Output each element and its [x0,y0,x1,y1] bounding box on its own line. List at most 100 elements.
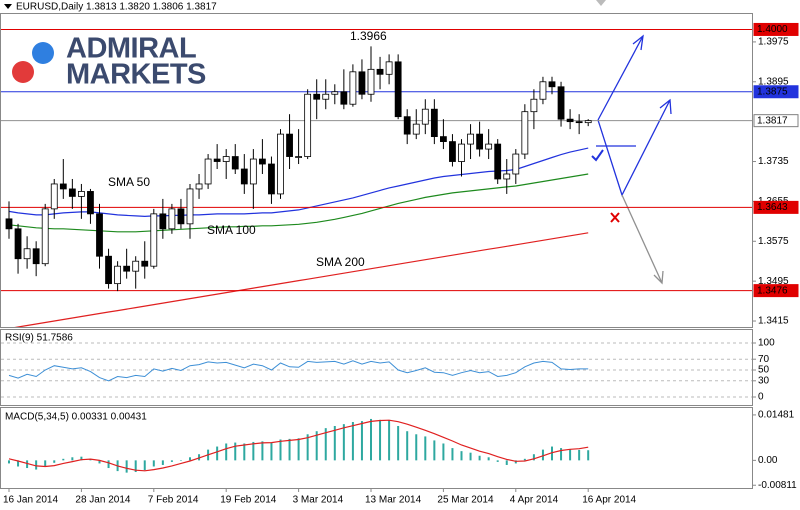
main-panel-frame [0,13,753,328]
macd-bar [406,431,409,461]
candle-body [584,120,592,124]
scenario-arrows [591,34,672,285]
candle-body [485,143,493,150]
sma-label: SMA 100 [207,223,256,237]
macd-bar [532,454,535,461]
candle-body [277,133,284,195]
macd-bar [234,442,237,461]
sma-line [14,232,589,327]
macd-bar [189,457,191,461]
indicator-title: MACD(5,34,5) 0.00331 0.00431 [5,412,147,423]
candle-body [204,158,212,185]
x-tick-label: 28 Jan 2014 [75,495,130,506]
rsi-line [8,360,589,382]
macd-bar [152,460,155,467]
candle-body [23,248,31,260]
macd-bar [415,434,418,461]
candle-body [141,260,149,267]
macd-bar [541,449,544,461]
macd-bar [134,460,137,473]
logo-line2: MARKETS [66,59,206,91]
candle-body [503,173,511,180]
level-label-box [753,284,799,298]
macd-bar [442,443,445,461]
candle-body [385,61,393,75]
y-tick-label: -0.00811 [758,480,797,491]
macd-bar [17,460,20,467]
candle-body [467,133,474,145]
level-label: 1.3476 [757,285,788,296]
macd-bar [370,418,372,461]
macd-bar [225,443,228,461]
candle-body [331,91,339,95]
macd-bar [252,441,255,461]
y-tick-label: 1.3415 [758,316,789,327]
candle-body [59,183,67,190]
x-tick-label: 16 Apr 2014 [582,495,636,506]
macd-bar [496,460,499,462]
candle-body [132,260,140,272]
rsi-panel-frame [0,329,753,406]
cross-mark [610,212,620,223]
logo-dot-red [12,61,34,83]
macd-bar [297,438,300,461]
macd-bar [98,460,101,464]
y-tick-label: 1.3575 [758,236,789,247]
macd-bar [342,424,345,461]
macd-bar [551,446,553,461]
macd-bar [351,422,354,461]
macd-bar [170,460,173,462]
y-tick-label: 0.01481 [758,410,795,421]
macd-bar [360,421,363,461]
macd-bar [26,460,29,469]
macd-bar [315,431,318,461]
candle-body [222,156,230,162]
header-title: EURUSD,Daily 1.3813 1.3820 1.3806 1.3817 [16,2,217,13]
macd-bar [306,434,309,461]
scenario-down [621,194,663,284]
x-tick-label: 19 Feb 2014 [220,495,277,506]
macd-panel-frame [0,407,753,489]
candle-body [430,108,438,138]
macd-bar [35,460,38,470]
candle-body [286,133,293,157]
macd-bar [433,440,436,461]
macd-bar [44,460,47,467]
level-label: 1.3817 [757,115,788,126]
macd-bar [569,449,572,461]
level-label-box [753,200,799,214]
candle-body [159,213,167,230]
macd-bar [460,451,463,461]
candle-body [177,208,185,225]
candle-body [539,81,547,100]
x-tick-label: 7 Feb 2014 [148,495,199,506]
menu-arrow[interactable] [4,4,12,9]
macd-bar [125,460,128,473]
level-label: 1.3875 [757,86,788,97]
macd-bar [469,452,472,461]
candle-body [458,143,465,162]
y-tick-label: 100 [758,338,775,349]
candle-body [313,93,321,100]
scenario-up [597,35,644,121]
candle-body [358,71,366,95]
candle-body [231,156,239,170]
macd-bar [62,458,65,461]
panel-plot [1,342,752,398]
candle-body [258,158,266,165]
macd-bar [324,428,327,461]
candle-body [476,133,484,150]
candle-body [87,191,94,215]
candle-body [186,188,194,225]
candle-body [575,121,583,124]
y-tick-label: 1.3895 [758,76,789,87]
candle-body [548,81,556,88]
candle-body [421,108,429,125]
candle-body [376,68,384,75]
candle-body [566,118,574,123]
macd-bar [8,460,10,464]
macd-bar [578,449,581,461]
candle-body [304,93,312,157]
shift-marker [596,0,606,6]
candle-body [349,71,357,105]
